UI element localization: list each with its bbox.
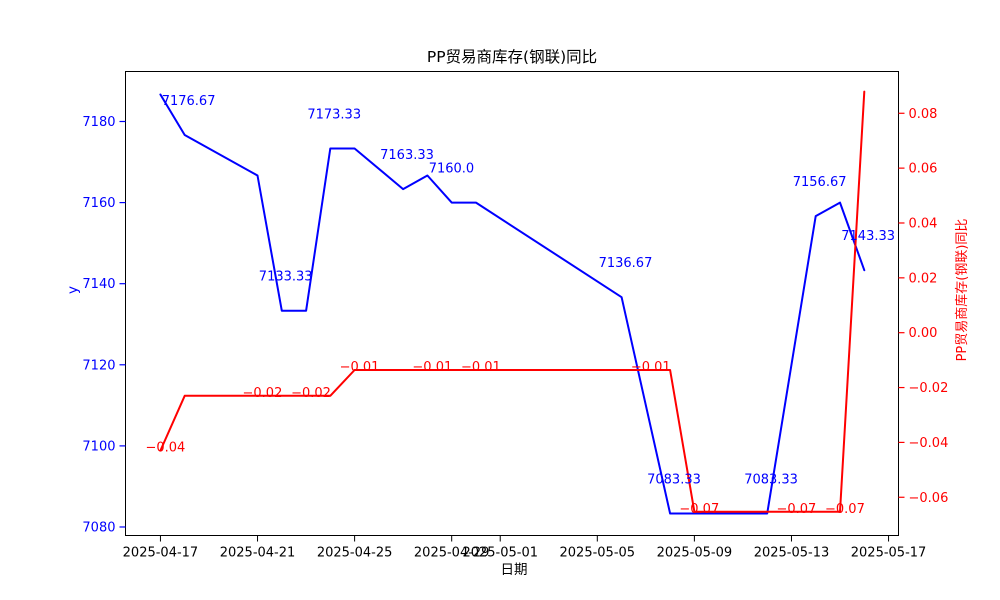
x-axis-tick-label: 2025-04-17: [123, 546, 199, 561]
data-point-label: −0.07: [679, 502, 719, 517]
left-axis-tick-label: 7120: [82, 358, 115, 373]
right-axis-tick-label: −0.06: [909, 491, 949, 506]
data-point-label: 7160.0: [429, 162, 475, 177]
right-y-axis-title: PP贸易商库存(钢联)同比: [954, 219, 970, 362]
data-point-label: 7163.33: [380, 148, 434, 163]
data-point-label: −0.01: [412, 360, 452, 375]
data-point-label: 7176.67: [162, 94, 216, 109]
data-point-label: −0.01: [340, 360, 380, 375]
left-axis-tick-label: 7140: [82, 277, 115, 292]
right-axis-tick-label: 0.02: [909, 271, 938, 286]
right-axis-tick-label: −0.02: [909, 381, 949, 396]
axes-spines: [125, 71, 899, 536]
plot-area: 2025-04-17 2025-04-21 2025-04-25 2025-04-29…: [82, 71, 949, 561]
data-point-label: −0.07: [825, 502, 865, 517]
x-axis-tick-label: 2025-04-25: [317, 546, 393, 561]
x-axis-tick-label: 2025-05-09: [657, 546, 733, 561]
left-axis-tick-label: 7080: [82, 520, 115, 535]
left-y-axis-title: y: [65, 286, 81, 294]
x-axis-tick-label: 2025-05-05: [560, 546, 636, 561]
right-axis-tick-label: 0.00: [909, 326, 938, 341]
data-point-label: −0.02: [243, 386, 283, 401]
data-point-label: 7143.33: [841, 229, 895, 244]
data-point-label: 7083.33: [744, 472, 798, 487]
data-point-label: −0.01: [631, 360, 671, 375]
data-point-label: 7156.67: [793, 175, 847, 190]
chart-title: PP贸易商库存(钢联)同比: [427, 48, 597, 66]
x-axis-title: 日期: [501, 562, 528, 578]
x-axis-tick-label: 2025-05-01: [462, 546, 538, 561]
left-axis-tick-label: 7160: [82, 196, 115, 211]
data-point-label: 7173.33: [307, 108, 361, 123]
x-axis-tick-label: 2025-05-13: [754, 546, 830, 561]
right-axis-tick-label: 0.04: [909, 216, 938, 231]
data-point-label: −0.04: [145, 441, 185, 456]
x-axis-tick-label: 2025-05-17: [851, 546, 927, 561]
right-axis-tick-label: 0.08: [909, 107, 938, 122]
data-point-label: −0.07: [776, 502, 816, 517]
data-point-label: 7133.33: [259, 270, 313, 285]
left-axis-tick-label: 7100: [82, 439, 115, 454]
right-axis-tick-label: −0.04: [909, 436, 949, 451]
right-series-line: [159, 90, 866, 513]
left-axis-tick-label: 7180: [82, 115, 115, 130]
data-point-label: −0.01: [461, 360, 501, 375]
x-axis-tick-label: 2025-04-21: [220, 546, 296, 561]
x-axis-tick-label: 2025-04-29: [414, 546, 490, 561]
data-point-label: 7083.33: [647, 472, 701, 487]
right-axis-tick-label: 0.06: [909, 162, 938, 177]
data-point-label: −0.02: [291, 386, 331, 401]
data-point-label: 7136.67: [599, 256, 653, 271]
left-series-line: [159, 93, 866, 515]
